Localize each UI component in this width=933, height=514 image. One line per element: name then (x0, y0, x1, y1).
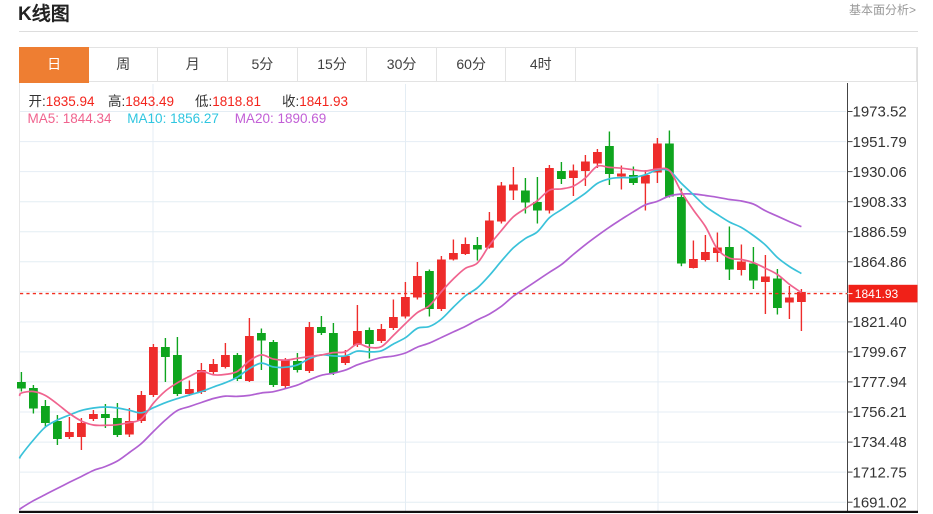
svg-text:1930.06: 1930.06 (853, 164, 907, 181)
svg-text:1841.93: 1841.93 (855, 287, 899, 301)
svg-text:1821.40: 1821.40 (853, 314, 907, 331)
svg-text:1756.21: 1756.21 (853, 404, 907, 421)
svg-text:1951.79: 1951.79 (853, 134, 907, 151)
svg-text:1691.02: 1691.02 (853, 494, 907, 511)
svg-text:1973.52: 1973.52 (853, 104, 907, 121)
svg-text:1734.48: 1734.48 (853, 434, 907, 451)
svg-text:1777.94: 1777.94 (853, 374, 907, 391)
svg-text:1712.75: 1712.75 (853, 464, 907, 481)
svg-text:1799.67: 1799.67 (853, 344, 907, 361)
svg-text:1908.33: 1908.33 (853, 194, 907, 211)
svg-text:1886.59: 1886.59 (853, 224, 907, 241)
svg-text:1864.86: 1864.86 (853, 254, 907, 271)
